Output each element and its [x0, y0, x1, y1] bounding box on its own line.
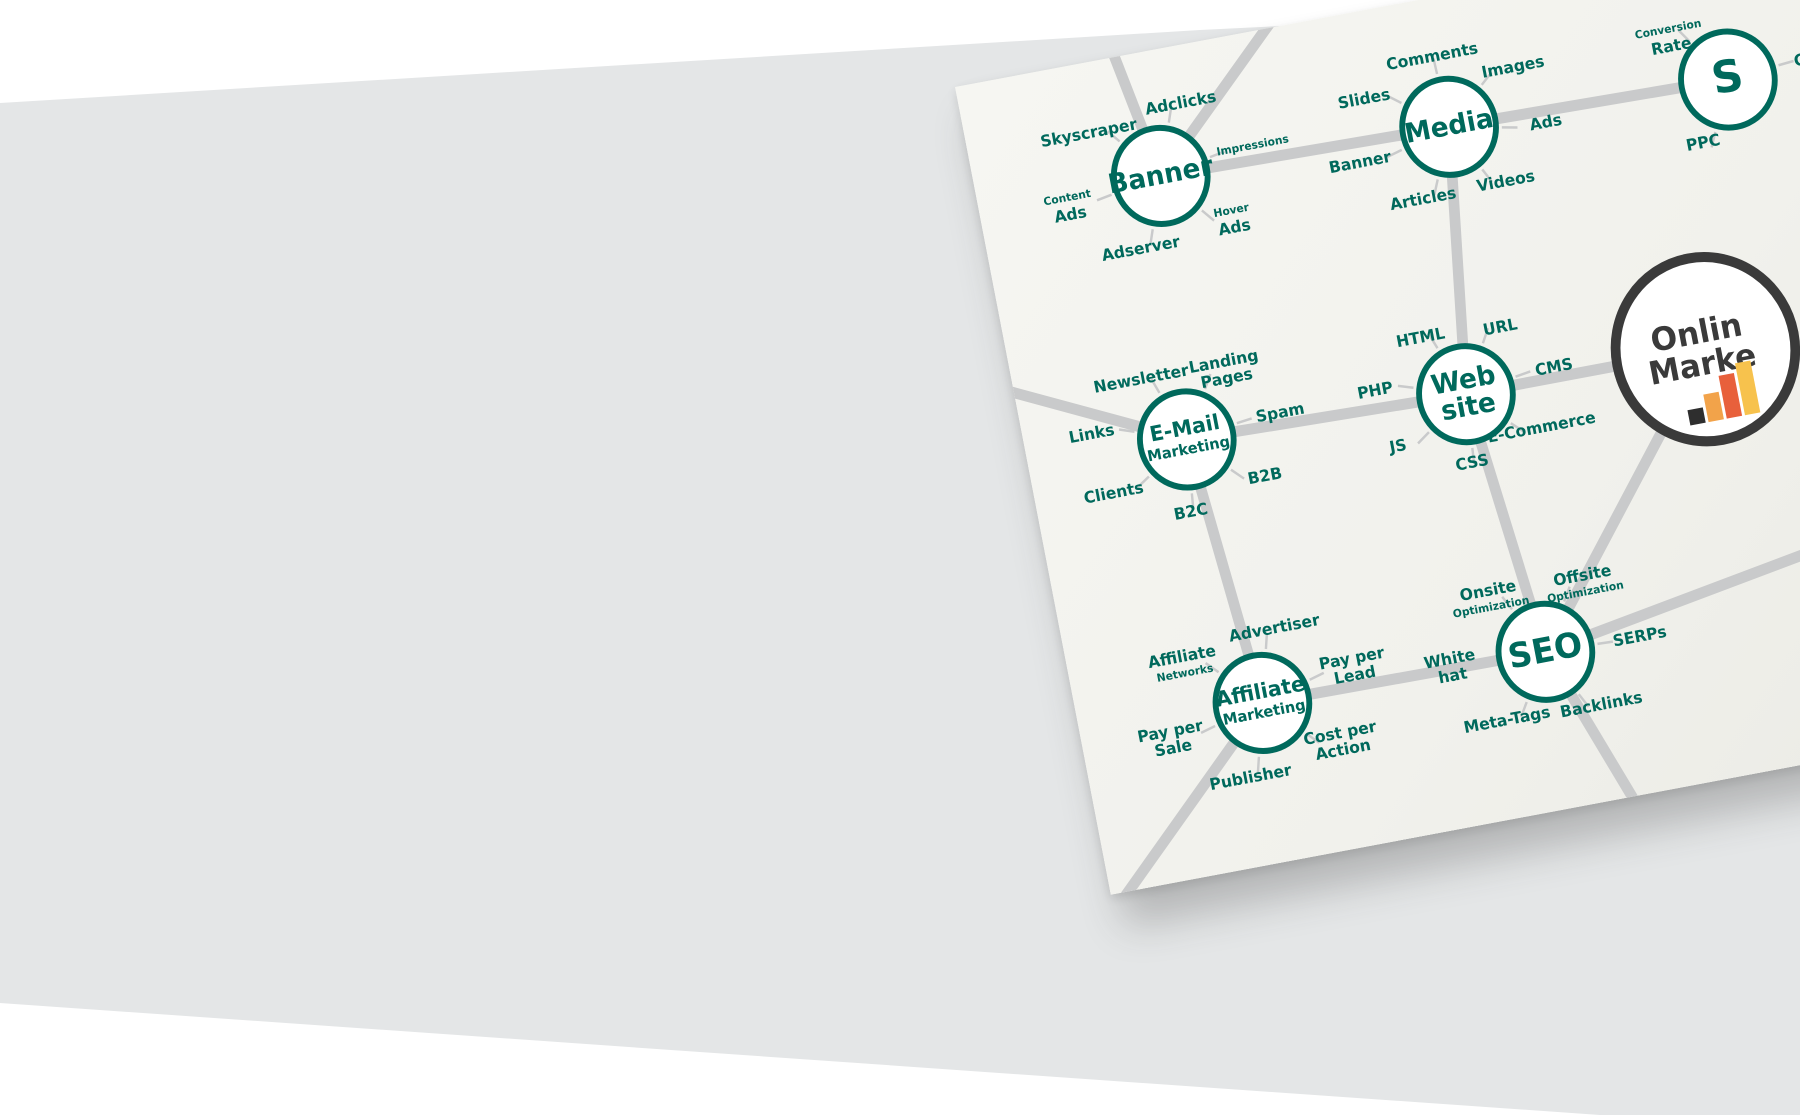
hub-ring-banner	[1110, 124, 1211, 227]
spoke-email-5	[1136, 475, 1150, 489]
hub-banner: Banner	[1105, 124, 1216, 227]
label-banner-4: ContentAds	[1042, 187, 1095, 228]
spoke-affiliate-4	[1200, 724, 1216, 735]
hub-chart-bar-2	[1718, 373, 1743, 419]
label-email-3: B2B	[1246, 462, 1284, 487]
spoke-affiliate-5	[1204, 662, 1220, 674]
spoke-affiliate-3	[1256, 756, 1261, 773]
hub-chart-bar-3	[1734, 360, 1761, 416]
label-banner-3: Adserver	[1100, 231, 1182, 265]
spoke-seo-5	[1501, 596, 1514, 611]
spoke-sea-1	[1778, 59, 1794, 67]
spoke-media-1	[1480, 71, 1493, 86]
hub-affiliate: AffiliateMarketing	[1212, 651, 1313, 754]
spoke-affiliate-2	[1305, 732, 1320, 744]
label-seo-0: OffsiteOptimization	[1542, 558, 1625, 606]
hub-sea: S	[1678, 28, 1778, 131]
hub-chart-bar-1	[1703, 391, 1724, 423]
hub-ring-email	[1136, 388, 1237, 491]
spoke-website-3	[1471, 447, 1476, 465]
spoke-sea-2	[1710, 131, 1717, 148]
label-spokes	[1096, 29, 1794, 773]
label-website-4: JS	[1387, 434, 1408, 456]
label-email-5: Clients	[1082, 477, 1145, 507]
label-seo-3: Meta-Tags	[1462, 701, 1552, 736]
hub-ring-sea	[1678, 28, 1778, 131]
label-banner-2: HoverAds	[1212, 200, 1254, 239]
label-media-0: Comments	[1384, 38, 1479, 74]
spoke-media-0	[1432, 58, 1439, 75]
label-media-6: Slides	[1336, 84, 1392, 113]
hub-ring-seo	[1495, 600, 1596, 703]
hub-ring-media	[1399, 75, 1499, 178]
spoke-email-3	[1230, 468, 1245, 480]
spoke-email-0	[1150, 378, 1161, 394]
spoke-banner-2	[1201, 209, 1215, 222]
label-sea-2: PPC	[1684, 129, 1721, 154]
spoke-media-4	[1433, 179, 1439, 196]
spoke-email-2	[1236, 417, 1253, 425]
spoke-banner-0	[1167, 106, 1173, 123]
spoke-website-6	[1428, 333, 1439, 349]
spoke-seo-2	[1577, 693, 1590, 708]
spoke-seo-3	[1520, 701, 1528, 718]
hub-website: Website	[1416, 343, 1516, 446]
spoke-website-2	[1510, 422, 1525, 433]
spoke-affiliate-1	[1309, 671, 1325, 681]
spoke-affiliate-0	[1264, 632, 1269, 650]
spoke-email-1	[1203, 373, 1212, 390]
label-media-4: Articles	[1388, 182, 1457, 213]
label-email-4: B2C	[1172, 498, 1209, 523]
spoke-sea-0	[1677, 29, 1691, 43]
label-media-1: Images	[1480, 51, 1546, 82]
connector-outbound-4	[1540, 475, 1800, 658]
hub-online: OnlinMarke	[1610, 252, 1800, 447]
label-email-6: Links	[1067, 419, 1116, 446]
label-website-5: PHP	[1355, 377, 1394, 403]
label-affiliate-5: AffiliateNetworks	[1146, 640, 1220, 686]
spoke-email-6	[1118, 428, 1135, 433]
label-affiliate-2: Cost perAction	[1302, 716, 1382, 765]
hub-email: E-MailMarketing	[1136, 388, 1237, 491]
spoke-website-5	[1397, 384, 1414, 390]
label-email-1: LandingPages	[1187, 345, 1263, 394]
hub-ring-website	[1416, 343, 1516, 446]
hub-chart-bar-0	[1687, 407, 1706, 426]
spoke-website-0	[1481, 327, 1490, 344]
spoke-website-4	[1417, 431, 1430, 445]
spoke-media-5	[1387, 148, 1403, 158]
spoke-media-6	[1386, 94, 1402, 105]
hub-seo: SEO	[1495, 600, 1596, 703]
spoke-banner-5	[1106, 130, 1121, 143]
spoke-banner-3	[1149, 229, 1154, 246]
spoke-website-1	[1515, 370, 1531, 378]
spoke-banner-4	[1096, 193, 1113, 202]
spoke-seo-4	[1477, 658, 1494, 664]
label-website-6: HTML	[1394, 323, 1446, 351]
hub-media: Media	[1399, 75, 1499, 178]
label-affiliate-4: Pay perSale	[1136, 715, 1208, 763]
label-website-0: URL	[1481, 314, 1519, 339]
spoke-seo-1	[1597, 640, 1614, 646]
label-sea-1: CTR	[1792, 45, 1800, 70]
spoke-media-2	[1501, 126, 1518, 129]
hub-ring-affiliate	[1212, 651, 1313, 754]
spoke-banner-1	[1209, 150, 1225, 159]
spoke-email-4	[1190, 493, 1195, 510]
spoke-seo-0	[1562, 586, 1571, 602]
spoke-media-3	[1481, 168, 1494, 183]
